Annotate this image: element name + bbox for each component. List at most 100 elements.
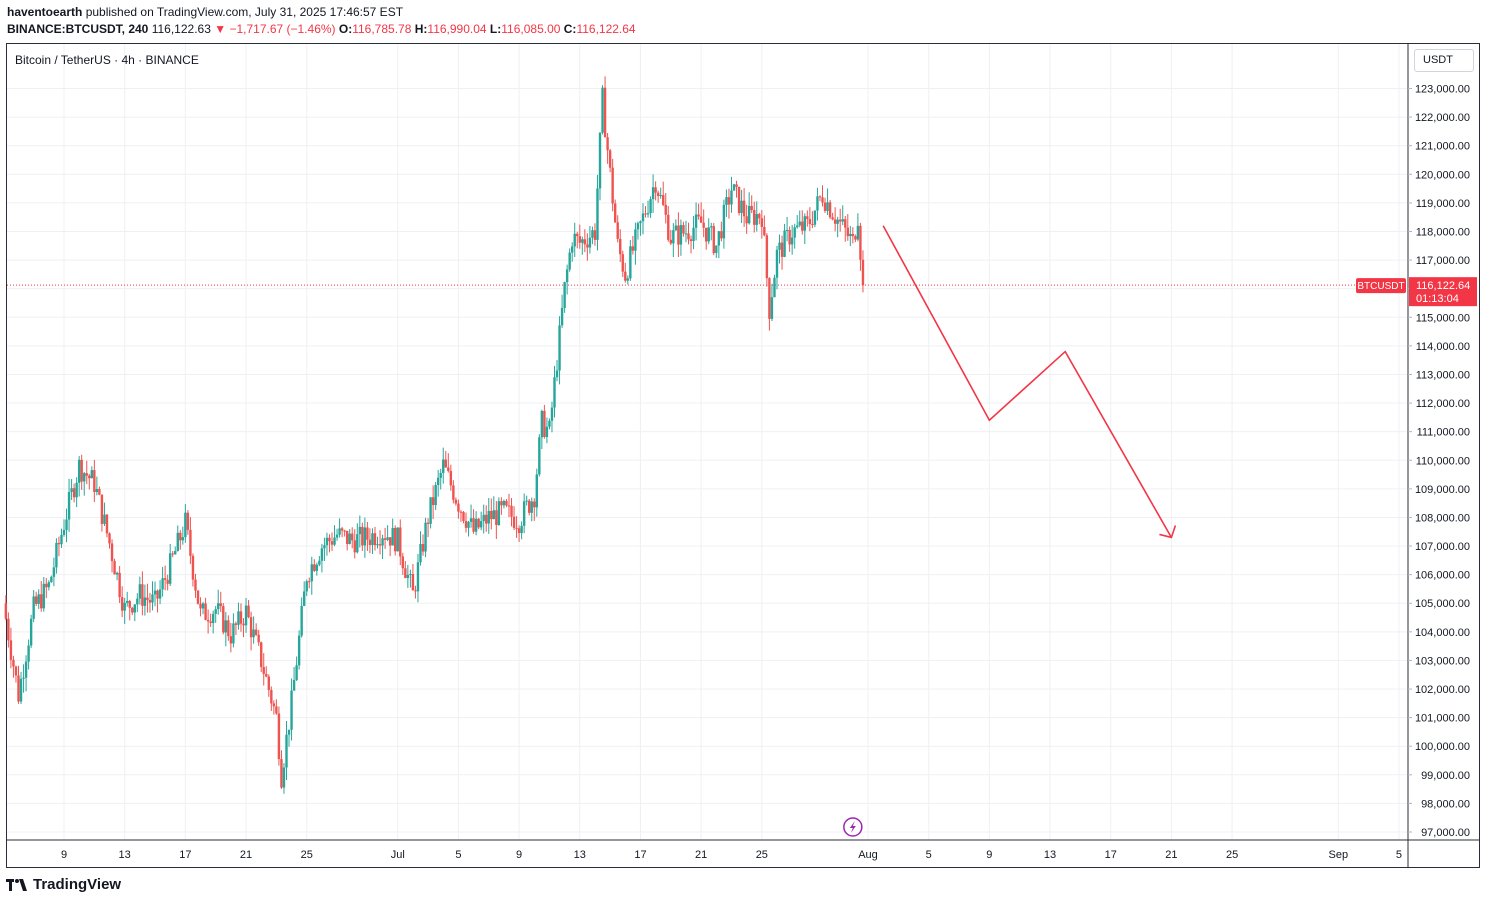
grid-lines	[7, 44, 1407, 839]
forecast-arrowhead-icon	[1159, 525, 1177, 539]
y-tick-label: 101,000.00	[1415, 713, 1470, 725]
candle-body	[128, 600, 131, 608]
candle-body	[90, 470, 94, 479]
candle-body	[603, 87, 607, 138]
candle-body	[211, 613, 215, 623]
close-value: 116,122.64	[576, 22, 636, 36]
candle-body	[644, 213, 647, 215]
candle-body	[490, 510, 493, 520]
candle-body	[383, 538, 387, 540]
time-axis[interactable]: 9 13 17 21 25 Jul 5 9 13 17 21 25 Aug 5 9 13 17 21 25 Sep 5	[61, 849, 1402, 861]
candle-body	[179, 532, 182, 541]
candle-body	[694, 214, 698, 228]
candle-body	[40, 594, 43, 609]
candle-body	[17, 675, 20, 702]
candle-body	[699, 216, 703, 223]
forecast-path[interactable]	[882, 225, 1173, 538]
candle-body	[297, 635, 301, 666]
candle-body	[371, 533, 374, 545]
candle-body	[550, 407, 554, 421]
candle-body	[442, 459, 445, 473]
candle-body	[247, 605, 250, 618]
candle-body	[775, 249, 779, 278]
currency-unit-button[interactable]: USDT	[1414, 49, 1474, 72]
author-name[interactable]: haventoearth	[7, 5, 83, 19]
candle-body	[239, 611, 243, 624]
y-tick-label: 118,000.00	[1416, 226, 1470, 238]
candle-body	[444, 459, 447, 468]
candle-body	[351, 533, 354, 541]
candle-body	[29, 618, 33, 646]
candle-body	[12, 659, 15, 667]
flash-event-icon[interactable]	[843, 817, 863, 837]
candle-body	[227, 620, 230, 637]
y-tick-label: 111,000.00	[1417, 427, 1470, 439]
candle-body	[257, 634, 260, 643]
lightning-icon	[849, 821, 856, 833]
candle-body	[320, 548, 324, 561]
candle-body	[457, 503, 460, 512]
x-tick-label: 9	[516, 849, 522, 861]
candle-body	[816, 196, 819, 211]
candle-body	[616, 222, 619, 239]
y-tick-label: 117,000.00	[1416, 255, 1470, 267]
candle-body	[530, 501, 533, 513]
price-tag: BTCUSDT 116,122.64 01:13:04	[1356, 277, 1477, 307]
candle-body	[730, 190, 733, 205]
candle-body	[601, 87, 604, 133]
candle-body	[55, 542, 58, 568]
y-tick-label: 114,000.00	[1416, 341, 1470, 353]
candle-body	[9, 640, 13, 660]
candle-body	[768, 278, 771, 319]
candle-body	[67, 492, 71, 520]
candle-body	[366, 527, 369, 540]
x-tick-label: 5	[455, 849, 461, 861]
x-tick-label: 21	[1165, 849, 1177, 861]
candle-body	[796, 225, 799, 228]
candle-body	[558, 325, 561, 371]
candle-body	[426, 522, 430, 524]
candle-body	[429, 497, 432, 524]
candle-body	[563, 282, 566, 308]
candle-body	[14, 666, 18, 676]
candle-body	[37, 594, 40, 604]
candle-body	[502, 500, 506, 506]
x-tick-label: 17	[634, 849, 646, 861]
candle-body	[368, 539, 372, 545]
candle-body	[280, 759, 283, 788]
y-tick-label: 113,000.00	[1416, 369, 1470, 381]
candle-body	[826, 202, 829, 211]
candle-body	[110, 543, 114, 562]
candle-body	[565, 269, 569, 283]
candle-body	[401, 556, 404, 569]
candle-body	[434, 485, 437, 506]
candle-body	[581, 239, 584, 243]
candle-body	[353, 540, 356, 553]
chart-legend[interactable]: Bitcoin / TetherUS · 4h · BINANCE	[15, 53, 199, 67]
y-tick-label: 107,000.00	[1415, 541, 1470, 553]
candle-body	[323, 545, 326, 549]
candle-body	[376, 544, 379, 546]
candle-body	[287, 729, 291, 735]
candle-body	[755, 214, 758, 225]
tradingview-logo[interactable]: TradingView	[6, 876, 121, 893]
candle-body	[409, 574, 412, 576]
candle-body	[313, 564, 316, 571]
candle-body	[679, 225, 683, 245]
candle-body	[335, 534, 339, 538]
candle-body	[217, 603, 220, 610]
candle-body	[747, 205, 751, 224]
candle-body	[338, 528, 341, 535]
close-label: C:	[563, 22, 577, 36]
price-axis[interactable]: 97,000.00 98,000.00 99,000.00 100,000.00 101…	[1408, 84, 1470, 840]
chart-frame	[6, 43, 1480, 868]
candle-body	[302, 591, 306, 606]
candle-body	[229, 636, 233, 644]
candle-body	[672, 230, 675, 244]
candle-body	[4, 603, 8, 619]
candle-body	[727, 197, 731, 205]
candle-body	[737, 186, 741, 214]
candle-body	[833, 219, 837, 224]
candle-body	[80, 459, 83, 482]
